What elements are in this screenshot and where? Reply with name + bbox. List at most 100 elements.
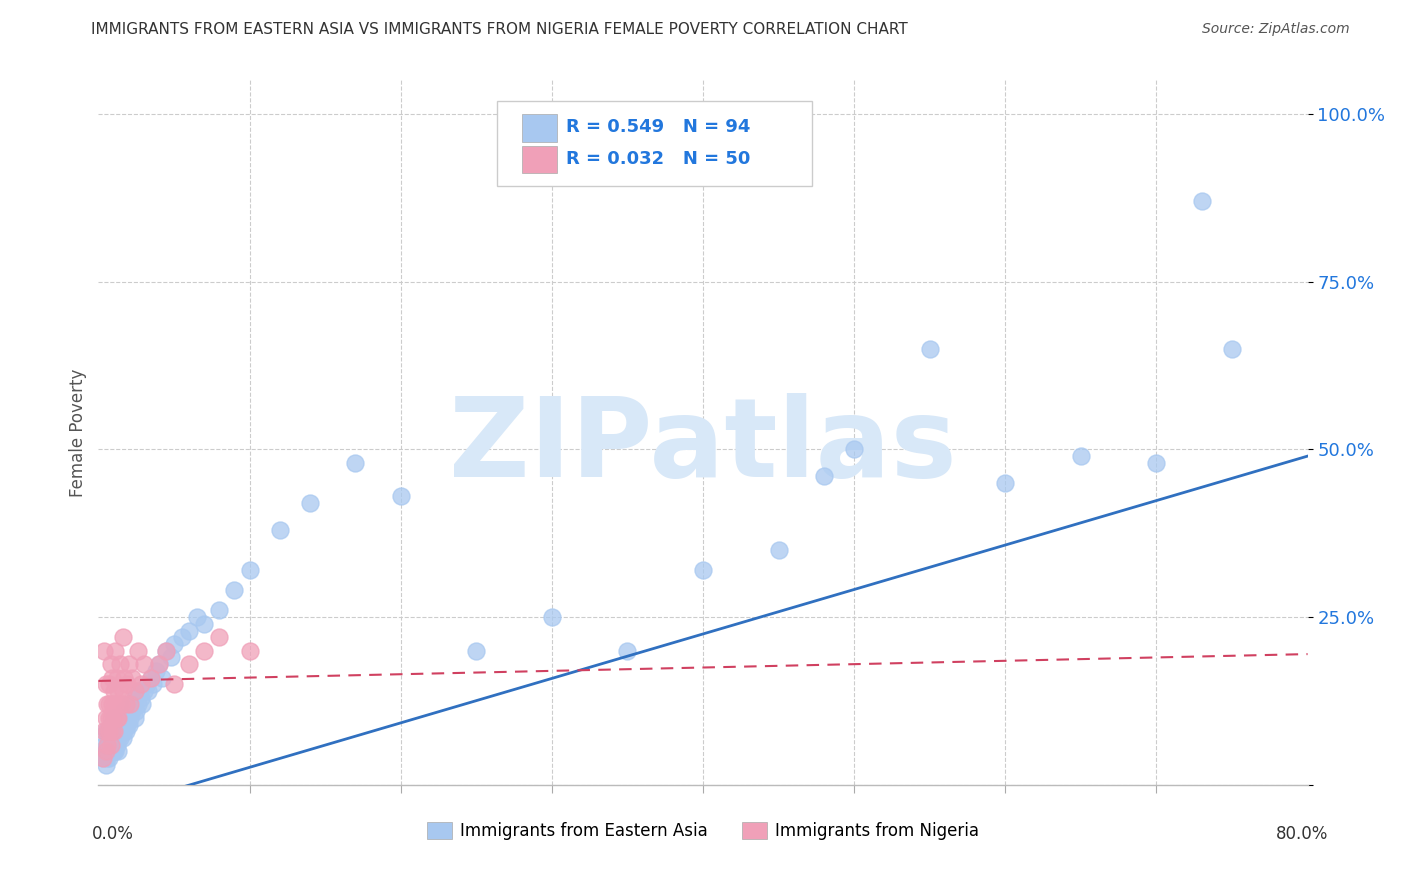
Point <box>132 657 155 672</box>
Point <box>122 698 145 712</box>
Point <box>110 698 132 712</box>
Point <box>124 690 146 705</box>
Point <box>129 690 152 705</box>
Legend: Immigrants from Eastern Asia, Immigrants from Nigeria: Immigrants from Eastern Asia, Immigrants… <box>420 815 986 847</box>
Point <box>100 711 122 725</box>
Point <box>120 698 142 712</box>
Point <box>107 711 129 725</box>
Point <box>93 738 115 752</box>
Point <box>111 717 134 731</box>
Point <box>193 616 215 631</box>
Point <box>105 738 128 752</box>
Point <box>163 677 186 691</box>
Point <box>112 704 135 718</box>
Point <box>1144 456 1167 470</box>
Point <box>127 698 149 712</box>
Point <box>111 630 134 644</box>
Point <box>179 657 201 672</box>
Point <box>98 751 121 765</box>
Point <box>98 711 121 725</box>
Point <box>170 630 193 644</box>
Point <box>120 698 142 712</box>
Point <box>108 717 131 731</box>
Point <box>186 610 208 624</box>
Point <box>114 724 136 739</box>
Point <box>135 677 157 691</box>
Point <box>98 724 121 739</box>
Point <box>121 671 143 685</box>
Point <box>96 698 118 712</box>
Point <box>918 342 941 356</box>
Point <box>103 711 125 725</box>
Point <box>96 738 118 752</box>
Point <box>120 711 142 725</box>
FancyBboxPatch shape <box>522 145 557 173</box>
Point <box>98 738 121 752</box>
Point <box>94 711 117 725</box>
Point <box>98 677 121 691</box>
Point <box>129 677 152 691</box>
Point <box>104 724 127 739</box>
Point <box>94 724 117 739</box>
Point <box>115 717 138 731</box>
Point <box>96 731 118 745</box>
Point <box>121 704 143 718</box>
Point <box>118 657 141 672</box>
Text: 80.0%: 80.0% <box>1277 825 1329 843</box>
Point <box>344 456 367 470</box>
Point <box>101 738 124 752</box>
Point <box>114 698 136 712</box>
Point <box>96 738 118 752</box>
Point <box>100 744 122 758</box>
Point <box>112 671 135 685</box>
Text: Source: ZipAtlas.com: Source: ZipAtlas.com <box>1202 22 1350 37</box>
Point <box>127 644 149 658</box>
Text: R = 0.032   N = 50: R = 0.032 N = 50 <box>567 150 751 169</box>
Point <box>179 624 201 638</box>
Point <box>145 664 167 678</box>
Point <box>813 469 835 483</box>
Point <box>112 724 135 739</box>
Point <box>389 489 412 503</box>
Point <box>103 724 125 739</box>
Point <box>105 711 128 725</box>
Point <box>160 650 183 665</box>
Point <box>101 731 124 745</box>
Point <box>93 724 115 739</box>
Point <box>101 698 124 712</box>
Point <box>98 698 121 712</box>
Point <box>91 751 114 765</box>
Point <box>100 731 122 745</box>
Point <box>114 711 136 725</box>
Point <box>1191 194 1213 208</box>
Text: R = 0.549   N = 94: R = 0.549 N = 94 <box>567 119 751 136</box>
Point <box>98 724 121 739</box>
Point <box>128 684 150 698</box>
Point <box>103 711 125 725</box>
Point <box>101 744 124 758</box>
Point <box>136 684 159 698</box>
Point <box>131 698 153 712</box>
Point <box>103 724 125 739</box>
Point <box>115 677 138 691</box>
Point <box>844 442 866 457</box>
Point <box>100 738 122 752</box>
Point <box>163 637 186 651</box>
FancyBboxPatch shape <box>522 114 557 142</box>
Point <box>103 684 125 698</box>
Point <box>132 684 155 698</box>
Point <box>155 644 177 658</box>
Point <box>193 644 215 658</box>
Point <box>150 671 173 685</box>
Point <box>104 738 127 752</box>
Point <box>124 684 146 698</box>
Point <box>100 657 122 672</box>
Point <box>98 744 121 758</box>
Point <box>540 610 562 624</box>
Point <box>239 644 262 658</box>
Point <box>299 496 322 510</box>
Point <box>96 724 118 739</box>
Point <box>125 704 148 718</box>
Point <box>105 717 128 731</box>
FancyBboxPatch shape <box>498 102 811 186</box>
